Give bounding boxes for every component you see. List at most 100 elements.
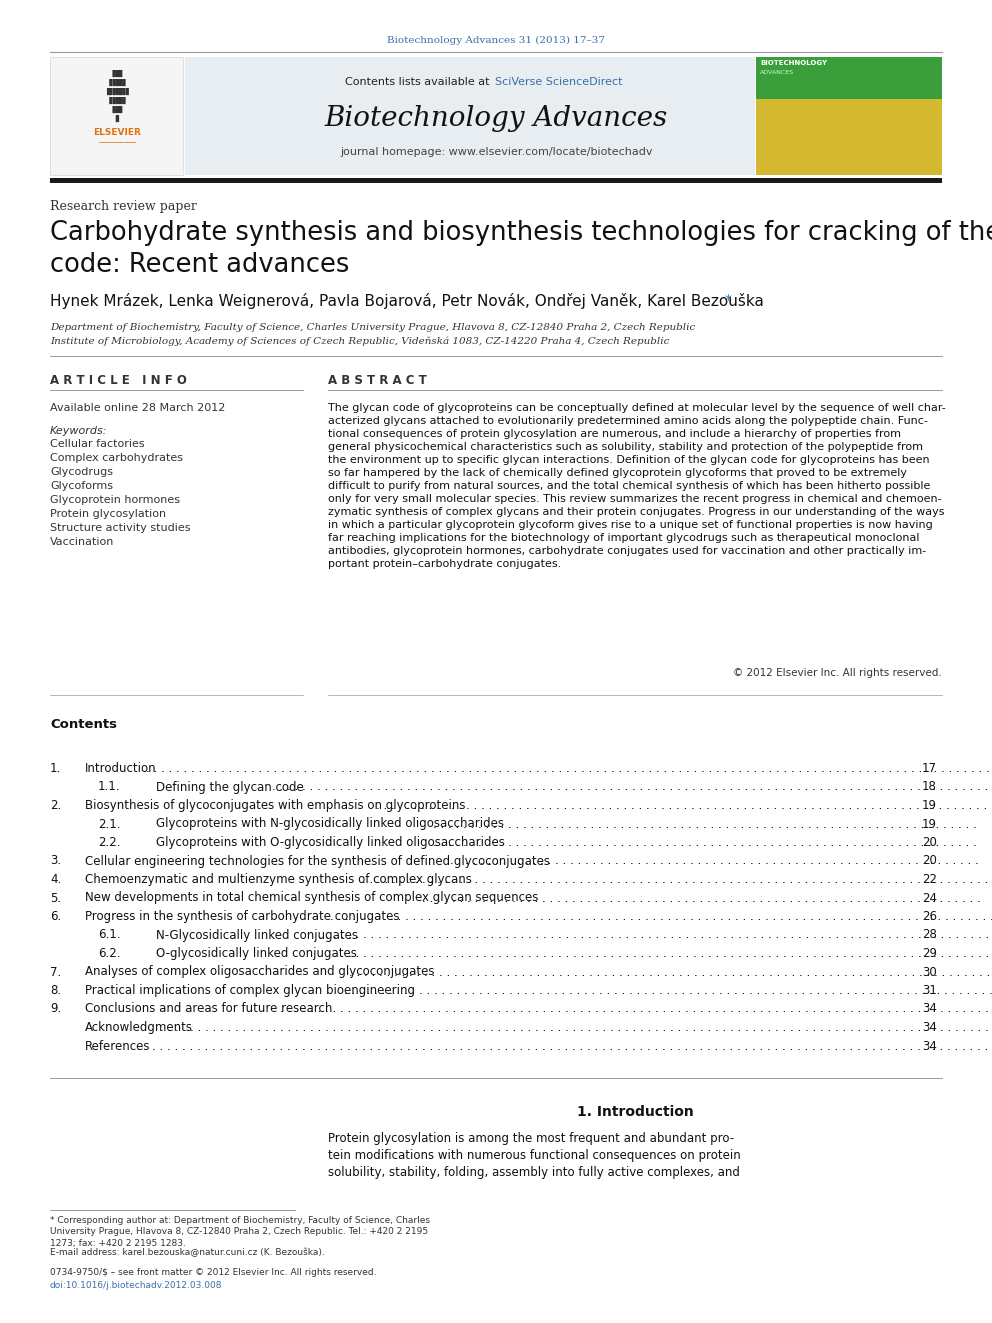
- Text: ELSEVIER: ELSEVIER: [93, 128, 141, 138]
- Text: . . . . . . . . . . . . . . . . . . . . . . . . . . . . . . . . . . . . . . . . : . . . . . . . . . . . . . . . . . . . . …: [318, 929, 992, 942]
- Text: 5.: 5.: [50, 892, 62, 905]
- Bar: [756, 57, 942, 99]
- Text: . . . . . . . . . . . . . . . . . . . . . . . . . . . . . . . . . . . . . . . . : . . . . . . . . . . . . . . . . . . . . …: [376, 799, 991, 812]
- Text: Contents: Contents: [50, 718, 117, 732]
- Text: *: *: [725, 292, 732, 307]
- Text: Glycoprotein hormones: Glycoprotein hormones: [50, 495, 180, 505]
- Text: Progress in the synthesis of carbohydrate conjugates: Progress in the synthesis of carbohydrat…: [85, 910, 400, 923]
- Text: . . . . . . . . . . . . . . . . . . . . . . . . . . . . . . . . . . . . . . . . : . . . . . . . . . . . . . . . . . . . . …: [344, 984, 992, 998]
- Text: New developments in total chemical synthesis of complex glycan sequences: New developments in total chemical synth…: [85, 892, 539, 905]
- Text: . . . . . . . . . . . . . . . . . . . . . . . . . . . . . . . . . . . . . . . . : . . . . . . . . . . . . . . . . . . . . …: [146, 762, 992, 775]
- Text: 34: 34: [923, 1003, 937, 1016]
- Text: . . . . . . . . . . . . . . . . . . . . . . . . . . . . . . . . . . . . . . . . : . . . . . . . . . . . . . . . . . . . . …: [348, 966, 992, 979]
- Text: 19: 19: [922, 799, 937, 812]
- Text: Cellular engineering technologies for the synthesis of defined glycoconjugates: Cellular engineering technologies for th…: [85, 855, 550, 868]
- Bar: [185, 57, 755, 175]
- Text: Keywords:: Keywords:: [50, 426, 107, 437]
- Text: Research review paper: Research review paper: [50, 200, 196, 213]
- Text: 8.: 8.: [50, 984, 62, 998]
- Text: N-Glycosidically linked conjugates: N-Glycosidically linked conjugates: [156, 929, 358, 942]
- Text: 20: 20: [923, 855, 937, 868]
- Text: 28: 28: [923, 929, 937, 942]
- Text: Contents lists available at: Contents lists available at: [345, 77, 493, 87]
- Text: Glycoforms: Glycoforms: [50, 482, 113, 491]
- Text: Analyses of complex oligosaccharides and glycoconjugates: Analyses of complex oligosaccharides and…: [85, 966, 434, 979]
- Text: Chemoenzymatic and multienzyme synthesis of complex glycans: Chemoenzymatic and multienzyme synthesis…: [85, 873, 472, 886]
- Text: A R T I C L E   I N F O: A R T I C L E I N F O: [50, 374, 186, 388]
- Bar: [756, 99, 942, 175]
- Text: ███: ███: [105, 70, 128, 77]
- Text: █████: █████: [105, 79, 128, 86]
- Text: Carbohydrate synthesis and biosynthesis technologies for cracking of the glycan: Carbohydrate synthesis and biosynthesis …: [50, 220, 992, 246]
- Text: Institute of Microbiology, Academy of Sciences of Czech Republic, Videňská 1083,: Institute of Microbiology, Academy of Sc…: [50, 337, 670, 347]
- Text: Introduction: Introduction: [85, 762, 157, 775]
- Text: 18: 18: [923, 781, 937, 794]
- Text: Protein glycosylation: Protein glycosylation: [50, 509, 166, 519]
- Text: . . . . . . . . . . . . . . . . . . . . . . . . . . . . . . . . . . . . . . . . : . . . . . . . . . . . . . . . . . . . . …: [362, 873, 992, 886]
- Text: . . . . . . . . . . . . . . . . . . . . . . . . . . . . . . . . . . . . . . . . : . . . . . . . . . . . . . . . . . . . . …: [330, 910, 992, 923]
- Bar: [50, 179, 942, 183]
- Text: Structure activity studies: Structure activity studies: [50, 523, 190, 533]
- Text: Biotechnology Advances: Biotechnology Advances: [324, 105, 668, 132]
- Text: A B S T R A C T: A B S T R A C T: [328, 374, 427, 388]
- Text: 29: 29: [922, 947, 937, 960]
- Text: 1.: 1.: [50, 762, 62, 775]
- Text: . . . . . . . . . . . . . . . . . . . . . . . . . . . . . . . . . . . . . . . . : . . . . . . . . . . . . . . . . . . . . …: [273, 781, 992, 794]
- Text: Cellular factories: Cellular factories: [50, 439, 145, 448]
- Text: doi:10.1016/j.biotechadv.2012.03.008: doi:10.1016/j.biotechadv.2012.03.008: [50, 1281, 222, 1290]
- Text: BIOTECHNOLOGY: BIOTECHNOLOGY: [760, 60, 827, 66]
- Text: The glycan code of glycoproteins can be conceptually defined at molecular level : The glycan code of glycoproteins can be …: [328, 404, 945, 569]
- Text: References: References: [85, 1040, 151, 1053]
- Text: 7.: 7.: [50, 966, 62, 979]
- Text: 26: 26: [922, 910, 937, 923]
- Text: Practical implications of complex glycan bioengineering: Practical implications of complex glycan…: [85, 984, 415, 998]
- Text: 30: 30: [923, 966, 937, 979]
- Text: ███: ███: [105, 106, 128, 114]
- Text: 3.: 3.: [50, 855, 62, 868]
- Text: 19: 19: [922, 818, 937, 831]
- Text: Available online 28 March 2012: Available online 28 March 2012: [50, 404, 225, 413]
- Text: 6.: 6.: [50, 910, 62, 923]
- Text: 22: 22: [922, 873, 937, 886]
- Text: 0734-9750/$ – see front matter © 2012 Elsevier Inc. All rights reserved.: 0734-9750/$ – see front matter © 2012 El…: [50, 1267, 377, 1277]
- Text: Conclusions and areas for future research: Conclusions and areas for future researc…: [85, 1003, 332, 1016]
- Text: 34: 34: [923, 1021, 937, 1035]
- Text: Glycodrugs: Glycodrugs: [50, 467, 113, 478]
- Text: . . . . . . . . . . . . . . . . . . . . . . . . . . . . . . . . . . . . . . . . : . . . . . . . . . . . . . . . . . . . . …: [423, 892, 985, 905]
- Text: 2.: 2.: [50, 799, 62, 812]
- Text: O-glycosidically linked conjugates: O-glycosidically linked conjugates: [156, 947, 357, 960]
- Text: © 2012 Elsevier Inc. All rights reserved.: © 2012 Elsevier Inc. All rights reserved…: [733, 668, 942, 677]
- Text: . . . . . . . . . . . . . . . . . . . . . . . . . . . . . . . . . . . . . . . . : . . . . . . . . . . . . . . . . . . . . …: [137, 1040, 992, 1053]
- Text: ADVANCES: ADVANCES: [760, 70, 794, 75]
- Text: Department of Biochemistry, Faculty of Science, Charles University Prague, Hlavo: Department of Biochemistry, Faculty of S…: [50, 323, 695, 332]
- Text: Acknowledgments: Acknowledgments: [85, 1021, 193, 1035]
- Text: 24: 24: [922, 892, 937, 905]
- Text: * Corresponding author at: Department of Biochemistry, Faculty of Science, Charl: * Corresponding author at: Department of…: [50, 1216, 430, 1248]
- Text: Vaccination: Vaccination: [50, 537, 114, 546]
- Text: 6.2.: 6.2.: [98, 947, 120, 960]
- Text: . . . . . . . . . . . . . . . . . . . . . . . . . . . . . . . . . . . . . . . . : . . . . . . . . . . . . . . . . . . . . …: [449, 855, 982, 868]
- Text: . . . . . . . . . . . . . . . . . . . . . . . . . . . . . . . . . . . . . . . . : . . . . . . . . . . . . . . . . . . . . …: [280, 1003, 992, 1016]
- Text: Biosynthesis of glycoconjugates with emphasis on glycoproteins: Biosynthesis of glycoconjugates with emp…: [85, 799, 465, 812]
- Text: 20: 20: [923, 836, 937, 849]
- Text: Glycoproteins with O-glycosidically linked oligosaccharides: Glycoproteins with O-glycosidically link…: [156, 836, 505, 849]
- Text: █: █: [105, 115, 128, 122]
- Text: code: Recent advances: code: Recent advances: [50, 251, 349, 278]
- Text: 1.1.: 1.1.: [98, 781, 120, 794]
- Text: 6.1.: 6.1.: [98, 929, 120, 942]
- Text: 2.2.: 2.2.: [98, 836, 120, 849]
- Text: ███████: ███████: [105, 89, 128, 95]
- Text: Defining the glycan code: Defining the glycan code: [156, 781, 304, 794]
- Text: 9.: 9.: [50, 1003, 62, 1016]
- Text: . . . . . . . . . . . . . . . . . . . . . . . . . . . . . . . . . . . . . . . . : . . . . . . . . . . . . . . . . . . . . …: [318, 947, 992, 960]
- Text: . . . . . . . . . . . . . . . . . . . . . . . . . . . . . . . . . . . . . . . . : . . . . . . . . . . . . . . . . . . . . …: [434, 836, 981, 849]
- Text: █████: █████: [105, 97, 128, 105]
- Text: 17: 17: [922, 762, 937, 775]
- Text: Complex carbohydrates: Complex carbohydrates: [50, 452, 183, 463]
- Text: 2.1.: 2.1.: [98, 818, 120, 831]
- Text: ─────────: ─────────: [98, 140, 136, 146]
- Bar: [50, 57, 183, 175]
- Text: 4.: 4.: [50, 873, 62, 886]
- Text: 31: 31: [923, 984, 937, 998]
- Text: E-mail address: karel.bezouska@natur.cuni.cz (K. Bezouška).: E-mail address: karel.bezouska@natur.cun…: [50, 1248, 324, 1257]
